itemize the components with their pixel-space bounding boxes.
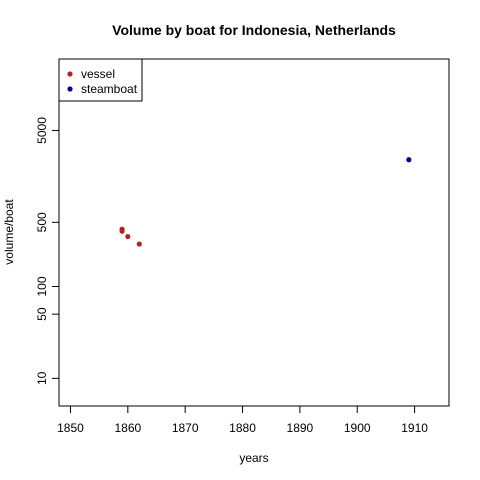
- y-tick-label: 50: [35, 307, 49, 321]
- data-point-vessel: [136, 241, 142, 247]
- y-axis-label: volume/boat: [2, 199, 16, 265]
- legend-label-steamboat: steamboat: [81, 82, 138, 96]
- x-tick-label: 1860: [114, 421, 141, 435]
- chart-title: Volume by boat for Indonesia, Netherland…: [112, 22, 396, 38]
- x-axis: 1850 1860 1870 1880 1890 1900 1910: [57, 405, 428, 435]
- x-tick-label: 1900: [344, 421, 371, 435]
- legend-box: [58, 58, 143, 102]
- y-tick-label: 5000: [35, 117, 49, 144]
- y-tick-label: 500: [35, 212, 49, 232]
- plot-area: [58, 58, 450, 407]
- y-axis: 10 50 100 500 5000: [35, 117, 60, 385]
- x-tick-label: 1880: [229, 421, 256, 435]
- data-point-vessel: [119, 228, 125, 234]
- data-point-vessel: [125, 233, 131, 240]
- x-axis-label: years: [239, 451, 268, 465]
- y-tick-label: 100: [35, 276, 49, 296]
- legend-label-vessel: vessel: [81, 67, 115, 81]
- data-points: [119, 157, 412, 247]
- x-tick-label: 1890: [287, 421, 314, 435]
- legend-marker-vessel: [67, 71, 73, 77]
- legend-marker-steamboat: [67, 86, 73, 92]
- data-point-steamboat: [406, 157, 412, 163]
- x-tick-label: 1910: [401, 421, 428, 435]
- y-tick-label: 10: [35, 371, 49, 385]
- x-tick-label: 1870: [172, 421, 199, 435]
- x-tick-label: 1850: [57, 421, 84, 435]
